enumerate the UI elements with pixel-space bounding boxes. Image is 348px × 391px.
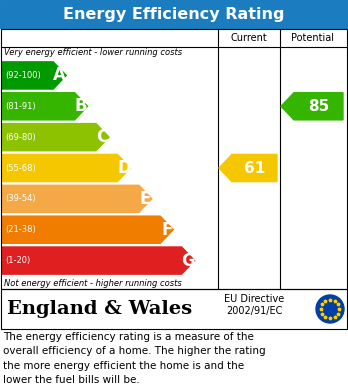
Text: The energy efficiency rating is a measure of the
overall efficiency of a home. T: The energy efficiency rating is a measur… xyxy=(3,332,266,385)
Text: G: G xyxy=(181,251,195,269)
Text: B: B xyxy=(75,97,87,115)
Text: (39-54): (39-54) xyxy=(5,194,35,203)
Circle shape xyxy=(316,295,344,323)
Text: C: C xyxy=(96,128,109,146)
Text: (1-20): (1-20) xyxy=(5,256,30,265)
Text: (92-100): (92-100) xyxy=(5,71,41,80)
Polygon shape xyxy=(2,185,152,212)
Polygon shape xyxy=(2,216,173,243)
Text: (81-91): (81-91) xyxy=(5,102,35,111)
Polygon shape xyxy=(2,93,88,120)
Text: A: A xyxy=(53,66,66,84)
Bar xyxy=(1,289,347,329)
Text: 61: 61 xyxy=(244,160,265,176)
Polygon shape xyxy=(2,247,195,274)
Text: (21-38): (21-38) xyxy=(5,225,36,234)
Text: Not energy efficient - higher running costs: Not energy efficient - higher running co… xyxy=(4,279,182,288)
Text: (69-80): (69-80) xyxy=(5,133,36,142)
Bar xyxy=(1,289,347,329)
Polygon shape xyxy=(2,124,109,151)
Polygon shape xyxy=(2,154,130,181)
Text: Potential: Potential xyxy=(292,33,334,43)
Text: (55-68): (55-68) xyxy=(5,163,36,172)
Text: Very energy efficient - lower running costs: Very energy efficient - lower running co… xyxy=(4,48,182,57)
Polygon shape xyxy=(2,62,66,89)
Text: England & Wales: England & Wales xyxy=(7,300,192,318)
Text: F: F xyxy=(161,221,172,239)
Text: EU Directive: EU Directive xyxy=(224,294,284,304)
Polygon shape xyxy=(281,93,343,120)
Text: Current: Current xyxy=(231,33,267,43)
Text: 85: 85 xyxy=(308,99,329,114)
Text: E: E xyxy=(140,190,151,208)
Bar xyxy=(1,29,347,289)
Text: 2002/91/EC: 2002/91/EC xyxy=(226,306,282,316)
Bar xyxy=(0,0,348,28)
Polygon shape xyxy=(219,154,277,181)
Text: Energy Efficiency Rating: Energy Efficiency Rating xyxy=(63,7,285,22)
Text: D: D xyxy=(117,159,131,177)
